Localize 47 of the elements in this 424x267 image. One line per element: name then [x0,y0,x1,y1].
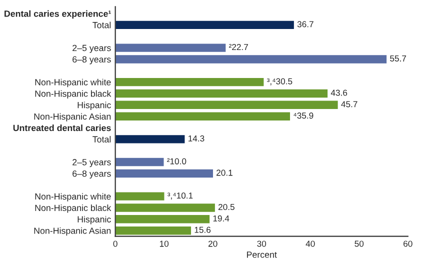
y-tick-label: Non-Hispanic black [35,204,112,213]
y-tick-label: Non-Hispanic Asian [34,113,111,122]
y-tick-label: Dental caries experience¹ [4,10,111,19]
bar [115,202,216,213]
y-tick-label: 6–8 years [72,170,111,179]
x-tick-label: 30 [257,240,266,247]
x-tick-label: 50 [354,240,364,247]
y-tick-label: Non-Hispanic white [35,193,111,202]
data-label: 14.3 [188,135,204,142]
x-tick-label: 60 [404,240,412,247]
data-label: ³,⁴30.5 [266,78,292,86]
y-tick-label: Total [92,136,111,142]
bar [115,112,291,122]
data-label: 45.7 [341,101,358,108]
data-label: 36.7 [297,21,314,28]
data-label: 15.6 [194,226,211,233]
y-tick-label: 6–8 years [72,56,111,64]
data-label: 20.1 [216,170,232,176]
data-label: ²22.7 [228,44,248,50]
y-tick-label: Non-Hispanic Asian [34,227,111,236]
x-tick-label: 0 [113,240,118,247]
data-label: ⁴35.9 [294,112,314,119]
y-tick-label: 2–5 years [72,159,111,168]
bar [115,54,388,64]
bar [115,134,186,144]
y-tick-label: 2–5 years [72,44,111,53]
y-tick-label: Untreated dental caries [13,124,111,132]
bar [115,214,210,224]
y-tick-label: Non-Hispanic white [35,78,111,88]
data-label: 20.5 [218,204,234,210]
y-tick-label: Non-Hispanic black [35,90,112,99]
y-tick-label: Hispanic [78,102,111,110]
bar [115,226,192,236]
y-tick-label: Hispanic [78,216,111,224]
data-label: 55.7 [390,56,406,62]
data-label: 19.4 [213,215,230,222]
x-tick-label: 10 [160,240,169,247]
bar [115,42,226,53]
x-axis-title: Percent [247,252,277,258]
x-tick-label: 40 [306,240,315,247]
y-tick-label: Total [92,22,111,28]
x-tick-label: 20 [208,240,218,247]
bar [115,20,295,30]
data-label: 43.6 [330,90,348,96]
data-label: ³,⁴10.1 [167,192,193,200]
data-label: ²10.0 [167,158,186,164]
bar [115,192,165,202]
